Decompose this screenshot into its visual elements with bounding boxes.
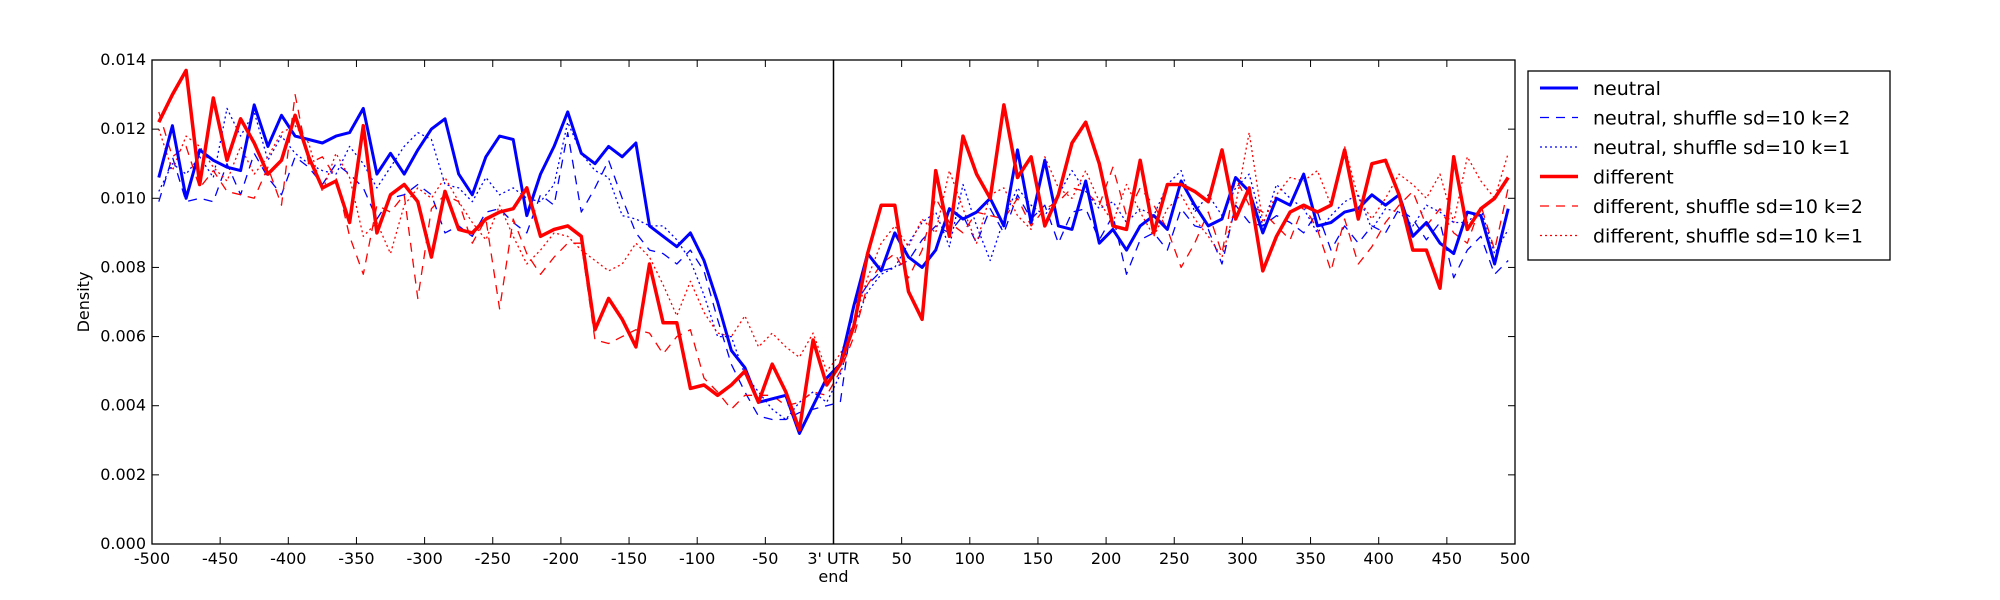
legend-label: neutral, shuffle sd=10 k=2 <box>1593 108 1850 130</box>
x-tick-label: -350 <box>338 549 374 568</box>
y-tick-label: 0.012 <box>100 119 146 138</box>
y-axis-label: Density <box>74 272 93 333</box>
x-tick-label: -400 <box>270 549 306 568</box>
series-line-5 <box>158 125 1509 372</box>
x-tick-label: 200 <box>1091 549 1122 568</box>
y-tick-label: 0.008 <box>100 257 146 276</box>
legend-label: different, shuffle sd=10 k=2 <box>1593 196 1863 218</box>
x-tick-label: -200 <box>543 549 579 568</box>
x-tick-label: -300 <box>406 549 442 568</box>
x-tick-label: 350 <box>1295 549 1326 568</box>
y-tick-label: 0.006 <box>100 327 146 346</box>
x-tick-label: -450 <box>202 549 238 568</box>
y-axis: 0.000 0.002 0.004 0.006 0.008 0.010 0.012 0.014 <box>100 50 1515 553</box>
legend-label: neutral <box>1593 78 1661 100</box>
legend: neutral neutral, shuffle sd=10 k=2 neutral… <box>1527 70 1891 261</box>
x-tick-label: -250 <box>475 549 511 568</box>
x-tick-label: 300 <box>1227 549 1258 568</box>
y-tick-label: 0.004 <box>100 396 146 415</box>
legend-box <box>1527 70 1891 261</box>
x-tick-label: -150 <box>611 549 647 568</box>
legend-label: different <box>1593 167 1674 189</box>
y-tick-label: 0.002 <box>100 465 146 484</box>
x-tick-label: 50 <box>891 549 911 568</box>
legend-label: different, shuffle sd=10 k=1 <box>1593 226 1863 248</box>
x-tick-label: -50 <box>752 549 778 568</box>
x-tick-label: 400 <box>1363 549 1394 568</box>
legend-label: neutral, shuffle sd=10 k=1 <box>1593 137 1850 159</box>
x-tick-label: 250 <box>1159 549 1190 568</box>
x-tick-label: 500 <box>1500 549 1531 568</box>
x-tick-label: -100 <box>679 549 715 568</box>
x-tick-label: 3' UTR <box>807 549 859 568</box>
y-tick-label: 0.010 <box>100 188 146 207</box>
x-tick-label: 150 <box>1023 549 1054 568</box>
x-tick-label: -500 <box>134 549 170 568</box>
y-tick-label: 0.000 <box>100 534 146 553</box>
x-tick-sublabel: end <box>818 567 848 586</box>
x-tick-label: 100 <box>955 549 986 568</box>
y-tick-label: 0.014 <box>100 50 146 69</box>
x-axis: -500 -450 -400 -350 -300 -250 -200 -150 -100 -50 3… <box>134 60 1530 586</box>
x-tick-label: 450 <box>1432 549 1463 568</box>
